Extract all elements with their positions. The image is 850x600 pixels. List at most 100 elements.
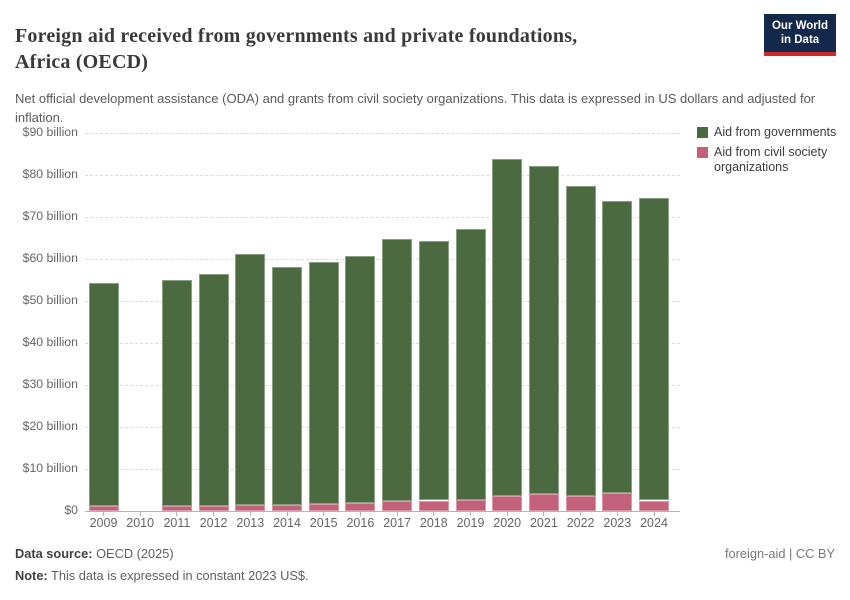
x-axis-line (85, 511, 680, 512)
y-axis-label-40: $40 billion (22, 335, 78, 349)
x-axis-label-2016: 2016 (346, 516, 375, 530)
bar-2020-civil-society[interactable] (492, 496, 523, 511)
legend-item-governments[interactable]: Aid from governments (697, 125, 850, 140)
x-axis-label-2021: 2021 (529, 516, 558, 530)
license-separator: | (789, 546, 793, 561)
bar-2017-governments[interactable] (382, 239, 413, 502)
bar-2021-governments[interactable] (528, 166, 559, 495)
bar-2013-governments[interactable] (235, 254, 266, 505)
bar-2023-governments[interactable] (602, 201, 633, 494)
x-axis-tick-2013 (249, 512, 251, 516)
y-axis-label-90: $90 billion (22, 125, 78, 139)
bar-2009-civil-society[interactable] (88, 506, 119, 511)
y-axis-label-50: $50 billion (22, 293, 78, 307)
data-source-line: Data source: OECD (2025) (15, 546, 174, 561)
bar-2019-civil-society[interactable] (455, 500, 486, 511)
bar-2013-civil-society[interactable] (235, 504, 266, 511)
title-line-2: Africa (OECD) (15, 51, 149, 74)
owid-logo[interactable]: Our World in Data (764, 14, 836, 56)
bar-2011-civil-society[interactable] (161, 506, 192, 511)
x-axis-label-2023: 2023 (603, 516, 632, 530)
x-axis-label-2013: 2013 (236, 516, 265, 530)
page-title: Foreign aid received from governments an… (15, 23, 577, 75)
data-source-value: OECD (2025) (96, 546, 174, 561)
x-axis-label-2012: 2012 (199, 516, 228, 530)
bar-2023-civil-society[interactable] (602, 493, 633, 511)
bar-2022-civil-society[interactable] (565, 495, 596, 511)
y-axis-label-30: $30 billion (22, 377, 78, 391)
x-axis-tick-2012 (213, 512, 215, 516)
x-axis-tick-2019 (470, 512, 471, 516)
bar-2015-civil-society[interactable] (308, 504, 339, 511)
bar-2012-governments[interactable] (198, 273, 229, 507)
bar-2020-governments[interactable] (492, 158, 523, 497)
y-axis-label-20: $20 billion (22, 419, 78, 433)
title-line-1: Foreign aid received from governments an… (15, 25, 578, 48)
bar-2021-civil-society[interactable] (528, 494, 559, 511)
y-axis-label-0: $0 (64, 503, 78, 517)
bar-2012-civil-society[interactable] (198, 506, 229, 511)
x-axis-tick-2017 (396, 512, 398, 516)
y-axis-label-10: $10 billion (22, 461, 78, 475)
x-axis-tick-2011 (176, 512, 178, 516)
x-axis-tick-2010 (139, 512, 141, 516)
bar-2017-civil-society[interactable] (382, 501, 413, 511)
x-axis-label-2024: 2024 (640, 516, 668, 530)
chart-subtitle: Net official development assistance (ODA… (15, 91, 816, 125)
x-axis-label-2011: 2011 (163, 516, 191, 530)
bar-2014-civil-society[interactable] (272, 505, 302, 511)
x-axis-tick-2024 (653, 512, 655, 516)
bar-2022-governments[interactable] (565, 185, 596, 496)
gridline-90 (85, 133, 680, 134)
x-axis-label-2015: 2015 (309, 516, 338, 530)
license-line: foreign-aid | CC BY (725, 546, 835, 561)
bar-2009-governments[interactable] (88, 282, 119, 507)
bar-2018-civil-society[interactable] (418, 500, 449, 511)
gridline-80 (85, 175, 680, 176)
data-source-label: Data source: (15, 546, 93, 561)
legend-label-civil-society: Aid from civil society organizations (714, 145, 828, 174)
bar-2014-governments[interactable] (272, 266, 302, 506)
x-axis-tick-2020 (506, 512, 508, 516)
x-axis-label-2022: 2022 (566, 516, 595, 530)
x-axis-label-2010: 2010 (126, 516, 155, 530)
bar-2024-governments[interactable] (639, 198, 669, 501)
legend-label-governments: Aid from governments (714, 125, 837, 139)
bar-2016-civil-society[interactable] (345, 503, 376, 511)
x-axis-label-2020: 2020 (493, 516, 522, 530)
x-axis-label-2009: 2009 (89, 516, 118, 530)
legend-item-civil-society[interactable]: Aid from civil society organizations (697, 145, 850, 175)
legend: Aid from governments Aid from civil soci… (697, 125, 850, 180)
x-axis-label-2017: 2017 (383, 516, 411, 530)
note-value: This data is expressed in constant 2023 … (51, 568, 309, 583)
license-link[interactable]: CC BY (795, 546, 835, 561)
bar-2016-governments[interactable] (345, 255, 376, 504)
gridline-70 (85, 217, 680, 218)
x-axis-tick-2016 (359, 512, 361, 516)
x-axis-label-2019: 2019 (456, 516, 485, 530)
bar-2024-civil-society[interactable] (639, 500, 669, 511)
x-axis-label-2018: 2018 (419, 516, 448, 530)
x-axis-tick-2018 (433, 512, 435, 516)
bar-2018-governments[interactable] (418, 240, 449, 501)
x-axis-tick-2014 (286, 512, 288, 516)
bar-2011-governments[interactable] (161, 279, 192, 507)
legend-swatch-civil-society-icon (697, 147, 708, 158)
x-axis-label-2014: 2014 (273, 516, 301, 530)
note-label: Note: (15, 568, 48, 583)
y-axis-label-80: $80 billion (22, 167, 78, 181)
x-axis-tick-2015 (323, 512, 325, 516)
chart-slug: foreign-aid (724, 546, 786, 561)
owid-logo-text-1: Our World (771, 20, 828, 32)
y-axis-label-70: $70 billion (22, 209, 78, 223)
note-line: Note: This data is expressed in constant… (15, 568, 309, 583)
x-axis-tick-2022 (580, 512, 582, 516)
x-axis-tick-2023 (616, 512, 618, 516)
y-axis-label-60: $60 billion (22, 251, 78, 265)
owid-logo-text-2: in Data (780, 34, 820, 47)
bar-2015-governments[interactable] (308, 261, 339, 505)
bar-2019-governments[interactable] (455, 228, 486, 501)
legend-swatch-governments-icon (697, 127, 708, 138)
x-axis-tick-2009 (103, 512, 104, 516)
